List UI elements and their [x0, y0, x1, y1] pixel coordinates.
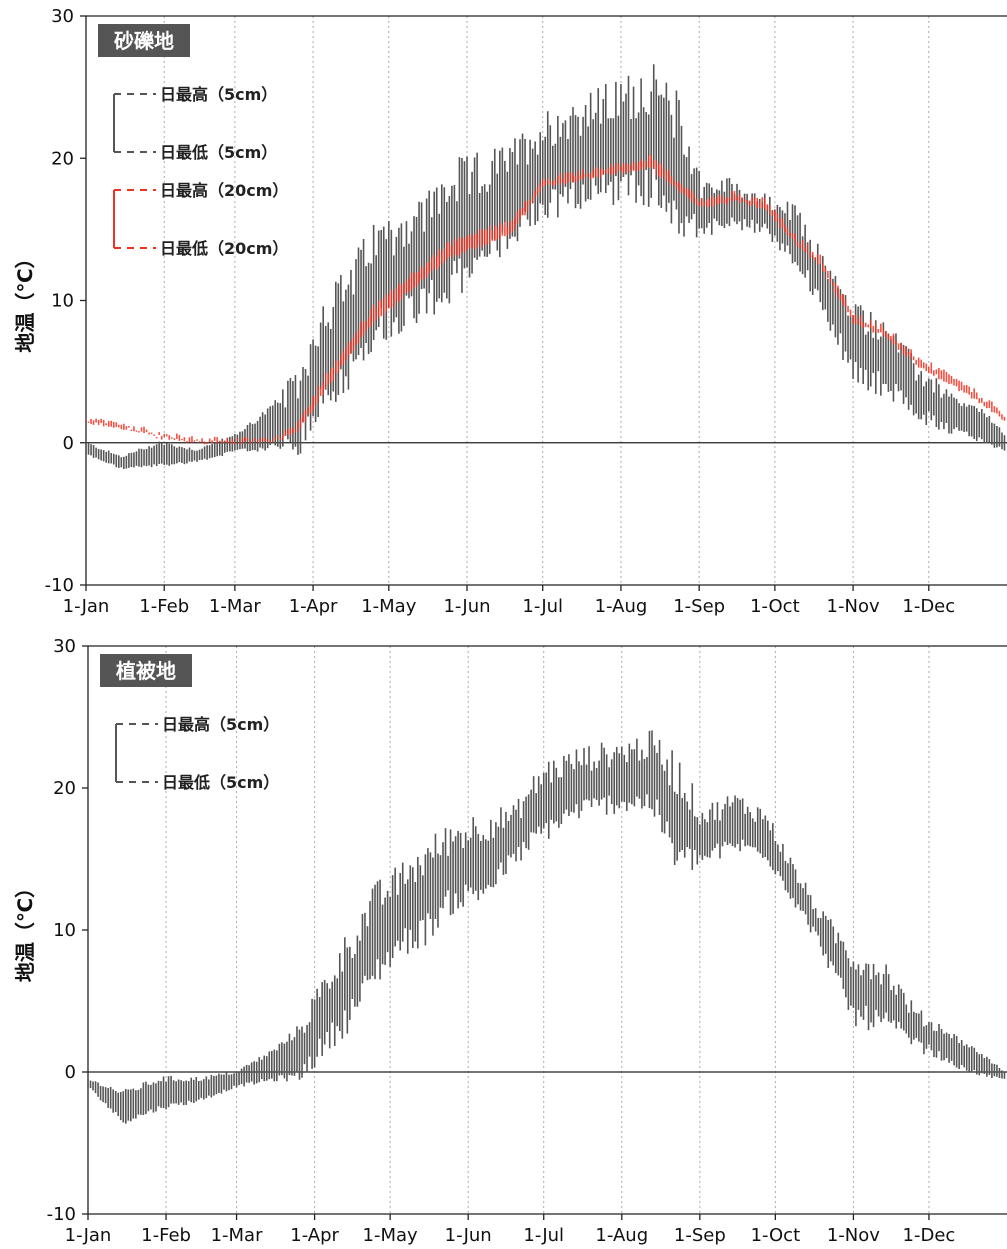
- panel-title: 植被地: [100, 654, 192, 687]
- x-tick-label: 1-Jan: [63, 596, 110, 617]
- x-tick-label: 1-Nov: [827, 1225, 880, 1245]
- x-tick-label: 1-Oct: [751, 1225, 801, 1245]
- x-tick-label: 1-Feb: [139, 596, 189, 617]
- x-tick-label: 1-Nov: [827, 596, 880, 617]
- x-tick-label: 1-Apr: [290, 1225, 339, 1245]
- y-tick-label: 30: [53, 636, 76, 657]
- chart-panel-1: -10 0 10 20 30 1-Jan 1-Feb 1-Mar 1-Apr 1-May 1-Jun…: [13, 6, 1007, 617]
- x-tick-label: 1-Jun: [445, 1225, 492, 1245]
- x-tick-label: 1-May: [363, 1225, 419, 1245]
- panel-title: 砂礫地: [98, 24, 190, 57]
- x-tick-label: 1-Jun: [443, 596, 490, 617]
- y-tick-label: 20: [51, 148, 74, 169]
- y-tick-label: -10: [45, 575, 74, 596]
- x-tick-label: 1-Jan: [65, 1225, 112, 1245]
- legend: 日最高（5cm） 日最低（5cm）: [115, 715, 279, 792]
- x-tick-label: 1-May: [361, 596, 417, 617]
- y-tick-label: -10: [47, 1204, 76, 1225]
- x-tick-label: 1-Mar: [209, 596, 262, 617]
- daily-range-20cm: [85, 154, 1006, 445]
- panel-title-bg: [98, 24, 190, 57]
- legend-entry: 日最高（5cm）: [160, 85, 277, 104]
- x-tick-label: 1-Sep: [674, 1225, 726, 1245]
- legend: 日最高（5cm） 日最低（5cm） 日最高（20cm） 日最低（20cm）: [113, 85, 288, 258]
- daily-range-bars: [85, 64, 1006, 470]
- x-tick-label: 1-Dec: [902, 596, 955, 617]
- legend-entry: 日最高（20cm）: [160, 181, 288, 200]
- x-tick-label: 1-Aug: [595, 596, 648, 617]
- x-tick-label: 1-Apr: [289, 596, 338, 617]
- x-tick-label: 1-Sep: [673, 596, 725, 617]
- x-tick-label: 1-Oct: [750, 596, 800, 617]
- x-tick-label: 1-Jul: [522, 596, 563, 617]
- y-axis-label: 地温（℃）: [13, 248, 37, 352]
- x-tick-label: 1-Feb: [141, 1225, 191, 1245]
- y-axis-label: 地温（℃）: [13, 878, 37, 982]
- y-tick-label: 0: [65, 1062, 76, 1083]
- x-tick-label: 1-Jul: [523, 1225, 564, 1245]
- y-tick-label: 20: [53, 778, 76, 799]
- chart-panel-2: -10 0 10 20 30 1-Jan 1-Feb 1-Mar 1-Apr 1-May 1-Jun…: [13, 636, 1007, 1246]
- x-tick-label: 1-Mar: [211, 1225, 264, 1245]
- y-tick-label: 0: [63, 433, 74, 454]
- legend-entry: 日最低（20cm）: [160, 239, 288, 258]
- x-tick-label: 1-Aug: [595, 1225, 648, 1245]
- daily-range-bars: [87, 730, 1006, 1124]
- panel-title-text: 植被地: [116, 659, 176, 683]
- x-tick-label: 1-Dec: [903, 1225, 956, 1245]
- panel-title-bg: [100, 654, 192, 687]
- panel-title-text: 砂礫地: [114, 29, 174, 53]
- y-tick-label: 10: [51, 291, 74, 312]
- legend-entry: 日最低（5cm）: [162, 773, 279, 792]
- legend-entry: 日最低（5cm）: [160, 143, 277, 162]
- legend-entry: 日最高（5cm）: [162, 715, 279, 734]
- y-tick-label: 10: [53, 920, 76, 941]
- y-tick-label: 30: [51, 6, 74, 27]
